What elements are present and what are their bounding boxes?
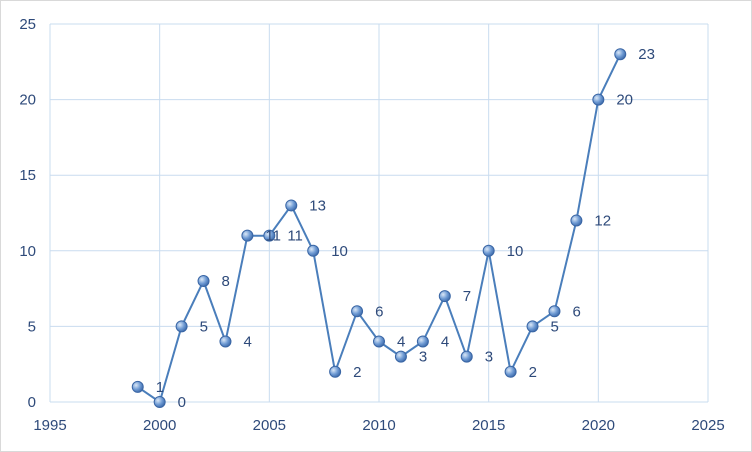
- y-tick-label: 10: [19, 243, 36, 260]
- data-label: 6: [375, 303, 383, 320]
- y-tick-label: 0: [28, 394, 36, 411]
- data-label: 0: [178, 394, 186, 411]
- y-tick-label: 25: [19, 16, 36, 33]
- x-tick-label: 2010: [362, 417, 395, 434]
- data-point: [416, 335, 429, 348]
- data-label: 2: [529, 364, 537, 381]
- data-point: [460, 350, 473, 363]
- data-point: [329, 365, 342, 378]
- data-label: 13: [309, 197, 326, 214]
- x-tick-label: 2000: [143, 417, 176, 434]
- data-label: 7: [463, 288, 471, 305]
- data-label: 23: [638, 46, 655, 63]
- data-label: 4: [243, 334, 251, 351]
- data-label: 8: [222, 273, 230, 290]
- y-tick-label: 5: [28, 318, 36, 335]
- data-point: [351, 305, 364, 318]
- data-point: [614, 48, 627, 61]
- data-label: 11: [287, 228, 303, 245]
- data-label: 3: [419, 349, 427, 366]
- y-tick-label: 15: [19, 167, 36, 184]
- data-point: [526, 320, 539, 333]
- data-label: 12: [594, 213, 611, 230]
- data-point: [373, 335, 385, 348]
- y-tick-label: 20: [19, 92, 36, 109]
- data-label: 4: [397, 334, 405, 351]
- data-label: 1: [156, 379, 164, 396]
- data-point: [175, 320, 188, 333]
- data-point: [285, 199, 298, 212]
- data-label: 6: [572, 303, 580, 320]
- data-point: [307, 244, 320, 257]
- x-tick-label: 2020: [582, 417, 615, 434]
- data-point: [263, 229, 276, 242]
- data-label: 20: [616, 92, 633, 109]
- data-label: 10: [507, 243, 524, 260]
- data-point: [570, 214, 583, 227]
- data-point: [592, 93, 605, 106]
- data-label: 3: [485, 349, 493, 366]
- data-point: [548, 305, 561, 318]
- data-point: [241, 229, 254, 242]
- data-point: [482, 244, 495, 257]
- data-point: [438, 290, 451, 303]
- data-point: [504, 365, 517, 378]
- data-point: [219, 335, 232, 348]
- x-tick-label: 2015: [472, 417, 505, 434]
- data-label: 11: [265, 228, 281, 245]
- x-tick-label: 1995: [33, 417, 66, 434]
- x-tick-label: 2005: [253, 417, 286, 434]
- data-point: [394, 350, 407, 363]
- data-series: [131, 48, 627, 408]
- data-point: [153, 396, 166, 408]
- data-label: 5: [551, 318, 559, 335]
- data-label: 10: [331, 243, 348, 260]
- data-point: [131, 380, 144, 393]
- data-label: 5: [200, 318, 208, 335]
- data-label: 4: [441, 334, 449, 351]
- data-label: 2: [353, 364, 361, 381]
- x-tick-label: 2025: [691, 417, 724, 434]
- data-point: [197, 275, 210, 288]
